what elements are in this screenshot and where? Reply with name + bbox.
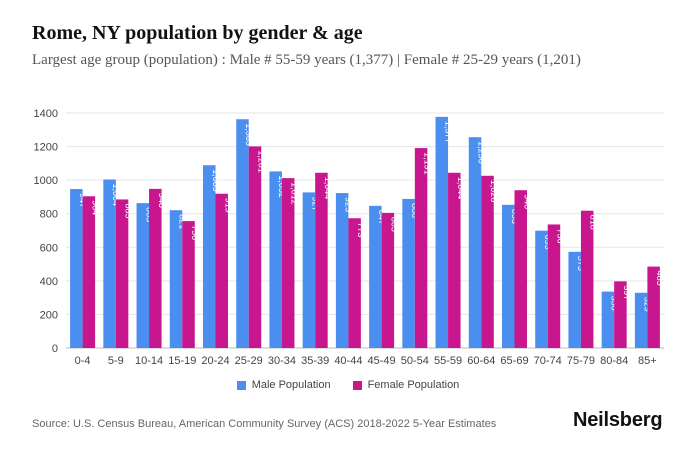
bar-value-label: 1,191: [423, 152, 433, 175]
y-tick-label: 600: [40, 242, 58, 254]
x-tick-label: 20-24: [201, 355, 229, 367]
y-tick-label: 0: [52, 343, 58, 355]
y-tick-label: 800: [40, 209, 58, 221]
bar-value-label: 1,044: [456, 177, 466, 200]
bar-male: [535, 230, 548, 348]
x-tick-label: 50-54: [401, 355, 429, 367]
bar-value-label: 1,012: [290, 182, 300, 205]
legend-label-female: Female Population: [367, 379, 460, 391]
bar-male: [236, 119, 249, 348]
bar-female: [547, 224, 561, 348]
bar-female: [414, 148, 428, 348]
bar-female: [348, 218, 361, 348]
x-tick-label: 70-74: [534, 355, 562, 367]
bar-value-label: 1,044: [323, 177, 333, 200]
y-tick-label: 400: [40, 276, 58, 288]
legend-item-female: Female Population: [352, 379, 460, 391]
bar-value-label: 904: [90, 200, 100, 215]
x-tick-label: 75-79: [567, 355, 595, 367]
bar-value-label: 919: [223, 198, 233, 213]
bar-value-label: 397: [622, 285, 632, 300]
bar-value-label: 1,201: [256, 150, 266, 173]
bar-value-label: 948: [157, 193, 167, 208]
bar-male: [502, 204, 515, 348]
bar-female: [448, 172, 461, 348]
bar-value-label: 1,004: [111, 183, 121, 206]
bar-male: [601, 291, 615, 348]
y-tick-label: 1400: [34, 108, 58, 120]
bar-female: [481, 175, 494, 348]
bar-female: [149, 188, 162, 348]
y-tick-label: 1000: [34, 175, 58, 187]
bar-male: [335, 193, 349, 348]
bar-female: [647, 266, 660, 348]
bar-value-label: 1,256: [477, 141, 487, 164]
bar-male: [468, 137, 482, 348]
bar-male: [169, 210, 183, 348]
chart-title: Rome, NY population by gender & age: [32, 22, 363, 44]
x-tick-label: 25-29: [235, 355, 263, 367]
x-tick-label: 40-44: [334, 355, 362, 367]
bar-male: [435, 116, 449, 348]
bar-value-label: 485: [655, 271, 665, 286]
chart-legend: Male Population Female Population: [0, 379, 696, 391]
bar-value-label: 818: [589, 215, 599, 230]
bar-female: [248, 146, 262, 348]
chart-subtitle: Largest age group (population) : Male # …: [32, 52, 581, 68]
x-tick-label: 85+: [638, 355, 657, 367]
x-tick-label: 55-59: [434, 355, 462, 367]
bar-male: [70, 189, 83, 348]
bar-female: [315, 172, 328, 348]
bar-value-label: 1,026: [489, 180, 499, 203]
legend-item-male: Male Population: [236, 379, 331, 391]
x-tick-label: 10-14: [135, 355, 163, 367]
y-tick-label: 1200: [34, 142, 58, 154]
bar-female: [82, 196, 96, 348]
bar-value-label: 805: [389, 217, 399, 232]
bar-value-label: 885: [124, 203, 134, 218]
bar-female: [381, 212, 395, 348]
bar-value-label: 773: [356, 222, 366, 237]
bar-male: [302, 192, 316, 348]
bar-female: [215, 193, 228, 348]
bar-female: [281, 178, 295, 348]
bar-value-label: 923: [344, 197, 354, 212]
bar-male: [136, 203, 150, 348]
bar-male: [402, 198, 415, 348]
x-tick-label: 45-49: [368, 355, 396, 367]
bar-value-label: 940: [522, 194, 532, 209]
x-tick-label: 0-4: [75, 355, 91, 367]
bar-male: [203, 165, 216, 348]
bar-female: [614, 281, 627, 348]
bar-value-label: 1,089: [211, 169, 221, 192]
x-tick-label: 60-64: [467, 355, 495, 367]
bar-value-label: 1,363: [244, 123, 254, 146]
bar-value-label: 1,377: [443, 121, 453, 144]
bar-female: [115, 199, 129, 348]
x-tick-label: 5-9: [108, 355, 124, 367]
bar-male: [568, 251, 581, 348]
x-tick-label: 35-39: [301, 355, 329, 367]
y-tick-label: 200: [40, 309, 58, 321]
bar-male: [369, 205, 382, 348]
legend-label-male: Male Population: [251, 379, 331, 391]
brand-logo: Neilsberg: [573, 409, 663, 431]
x-tick-label: 80-84: [600, 355, 628, 367]
bar-male: [103, 179, 116, 348]
bar-female: [182, 221, 195, 348]
bar-female: [514, 190, 527, 348]
x-tick-label: 30-34: [268, 355, 296, 367]
legend-swatch-female: [352, 380, 362, 390]
x-tick-label: 65-69: [500, 355, 528, 367]
source-note: Source: U.S. Census Bureau, American Com…: [32, 418, 497, 430]
bar-value-label: 756: [190, 225, 200, 240]
x-tick-label: 15-19: [168, 355, 196, 367]
bar-female: [580, 210, 594, 348]
bar-male: [634, 292, 648, 348]
legend-swatch-male: [236, 380, 246, 390]
bar-value-label: 736: [555, 228, 565, 243]
bar-male: [269, 171, 282, 348]
